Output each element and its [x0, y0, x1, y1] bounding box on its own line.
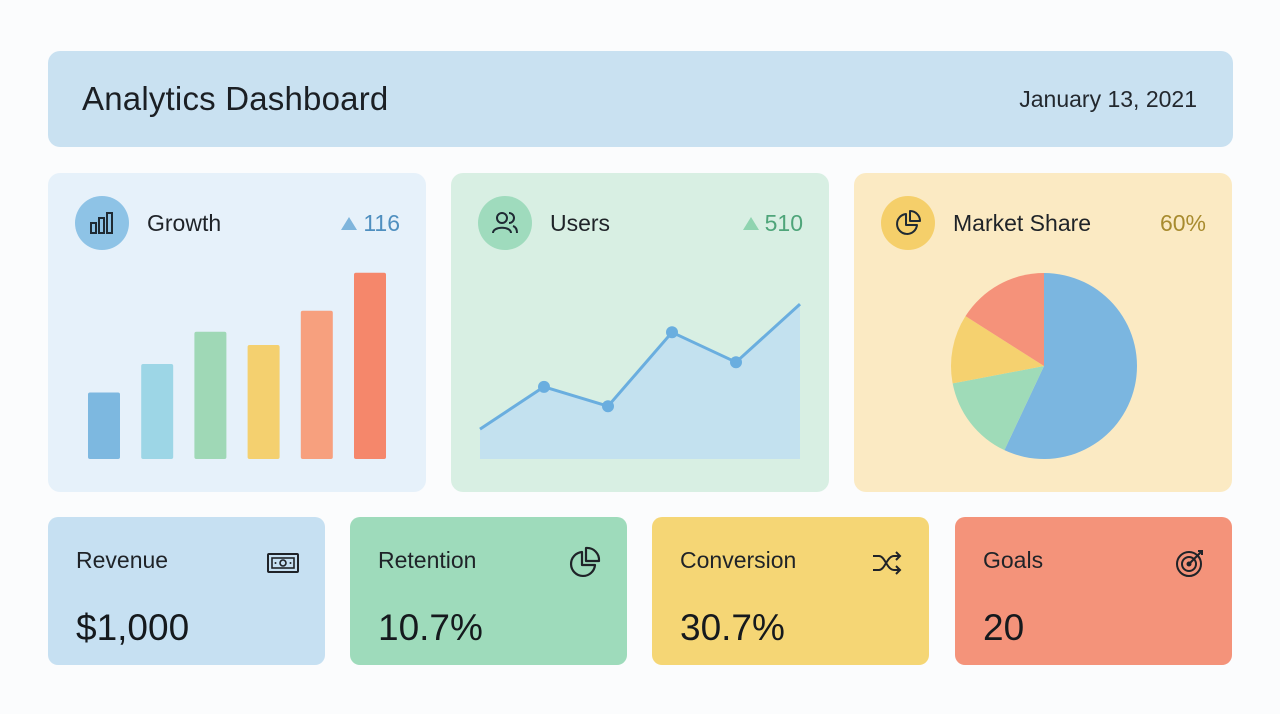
retention-card[interactable]: Retention 10.7% — [350, 517, 627, 665]
market-share-pie-chart — [951, 273, 1137, 459]
bar-2 — [141, 364, 174, 459]
dashboard-header: Analytics Dashboard January 13, 2021 — [48, 51, 1233, 147]
area-line — [479, 302, 802, 431]
data-point-2 — [538, 380, 550, 393]
market-share-card[interactable]: Market Share 60% — [854, 173, 1232, 492]
growth-bar-chart — [88, 272, 386, 459]
bar-4 — [247, 345, 280, 459]
pie-slice-3 — [951, 316, 1044, 384]
up-triangle-icon — [341, 216, 358, 230]
page-title: Analytics Dashboard — [82, 80, 389, 117]
revenue-label: Revenue — [76, 547, 169, 573]
market-share-title: Market Share — [953, 209, 1092, 236]
banknote-icon — [267, 553, 299, 573]
growth-card[interactable]: Growth 116 — [48, 173, 426, 492]
conversion-card[interactable]: Conversion 30.7% — [652, 517, 929, 665]
retention-value: 10.7% — [378, 607, 483, 648]
pie-chart-icon — [569, 546, 601, 578]
target-icon — [1176, 550, 1203, 577]
growth-stat: 116 — [341, 210, 400, 237]
conversion-value: 30.7% — [680, 607, 785, 648]
data-point-3 — [602, 400, 614, 413]
pie-chart-icon — [881, 196, 935, 250]
up-triangle-icon — [742, 216, 759, 230]
bar-chart-icon — [75, 196, 129, 250]
revenue-value: $1,000 — [76, 607, 190, 648]
users-area-chart — [479, 302, 802, 459]
market-share-stat-value: 60% — [1159, 209, 1206, 236]
users-stat-value: 510 — [764, 209, 803, 236]
revenue-card[interactable]: Revenue $1,000 — [48, 517, 325, 665]
conversion-label: Conversion — [680, 547, 797, 573]
market-share-stat: 60% — [1160, 210, 1206, 237]
bar-1 — [88, 392, 120, 459]
shuffle-icon — [873, 551, 902, 575]
bar-5 — [300, 310, 333, 459]
pie-slice-1 — [1004, 273, 1137, 459]
users-stat: 510 — [742, 209, 803, 237]
users-icon — [478, 196, 532, 250]
bar-6 — [354, 272, 386, 459]
growth-title: Growth — [147, 209, 222, 236]
data-point-5 — [730, 356, 742, 369]
pie-slice-4 — [965, 273, 1044, 366]
growth-stat-value: 116 — [363, 209, 400, 236]
users-card[interactable]: Users 510 — [451, 173, 829, 492]
goals-card[interactable]: Goals 20 — [955, 517, 1232, 665]
goals-label: Goals — [983, 547, 1044, 573]
data-point-4 — [666, 326, 678, 339]
users-title: Users — [550, 209, 611, 236]
area-fill — [480, 304, 800, 459]
pie-slice-2 — [952, 366, 1044, 451]
header-date: January 13, 2021 — [1019, 85, 1197, 112]
retention-label: Retention — [378, 547, 477, 573]
goals-value: 20 — [983, 607, 1025, 648]
bar-3 — [194, 331, 227, 459]
